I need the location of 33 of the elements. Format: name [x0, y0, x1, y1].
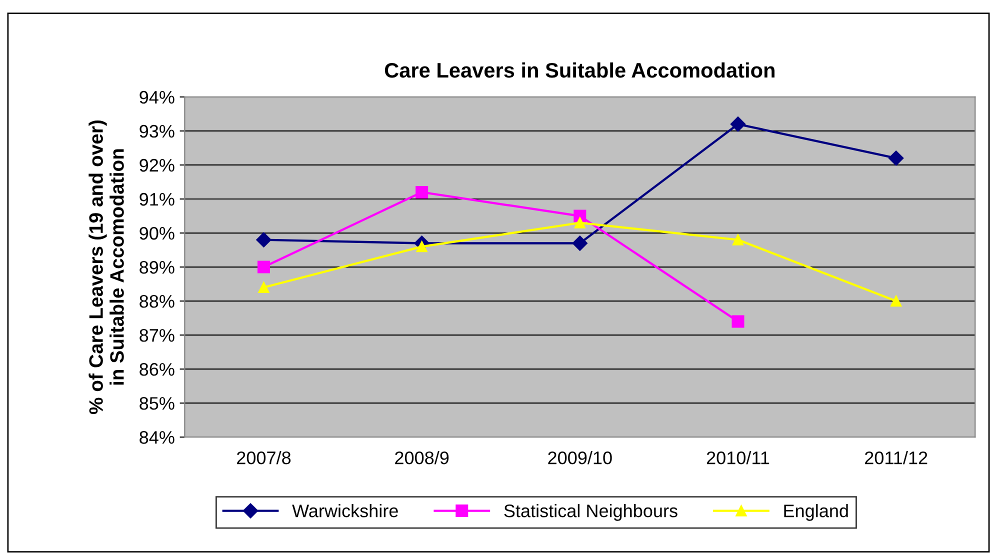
- legend-label: England: [784, 504, 848, 521]
- point: [732, 315, 744, 328]
- point: [572, 236, 588, 251]
- y-tick-label: 87%: [140, 328, 174, 342]
- point: [890, 295, 902, 307]
- y-tick-label: 88%: [140, 294, 174, 308]
- y-axis-title: % of Care Leavers (19 and over) in Suitable Accomodation: [88, 120, 124, 414]
- point: [256, 232, 272, 248]
- point: [730, 116, 746, 132]
- x-tick-label: 2009/10: [548, 450, 612, 464]
- y-tick-label: 84%: [140, 431, 174, 444]
- x-tick-label: 2008/9: [395, 450, 449, 464]
- point: [257, 260, 270, 274]
- chart-title: Care Leavers in Suitable Accomodation: [384, 62, 774, 78]
- y-tick-label: 92%: [140, 158, 174, 172]
- y-tick-label: 89%: [140, 260, 174, 274]
- point: [888, 150, 904, 166]
- point: [416, 241, 428, 252]
- y-tick-label: 94%: [140, 90, 174, 104]
- x-tick-label: 2007/8: [237, 450, 291, 464]
- legend-label: Statistical Neighbours: [504, 504, 678, 521]
- y-tick-label: 93%: [140, 124, 174, 138]
- y-tick-label: 86%: [140, 363, 174, 376]
- point: [732, 234, 744, 246]
- x-tick-label: 2011/12: [865, 450, 928, 464]
- point: [574, 217, 586, 228]
- y-tick-label: 91%: [140, 192, 174, 206]
- y-tick-label: 90%: [140, 226, 174, 240]
- point: [416, 186, 428, 198]
- x-tick-label: 2010/11: [706, 450, 770, 464]
- point: [258, 282, 270, 293]
- y-tick-label: 85%: [140, 397, 174, 410]
- legend-label: Warwickshire: [292, 504, 398, 518]
